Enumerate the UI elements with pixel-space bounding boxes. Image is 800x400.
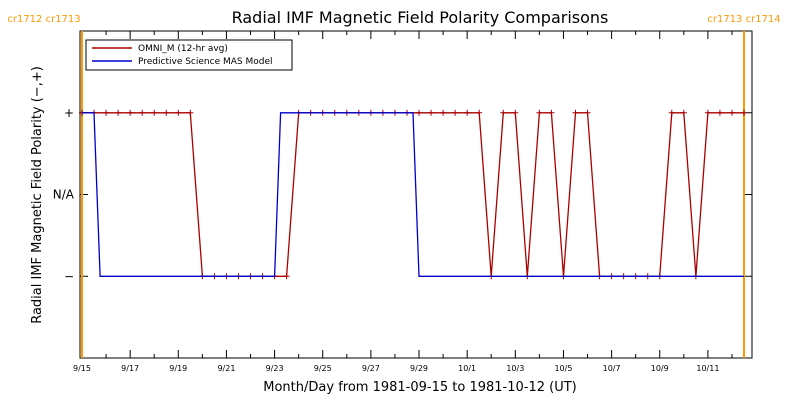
- data-point: [680, 109, 687, 116]
- chart-title: Radial IMF Magnetic Field Polarity Compa…: [232, 8, 609, 27]
- x-axis-label: Month/Day from 1981-09-15 to 1981-10-12 …: [263, 380, 576, 395]
- x-tick-label: 9/21: [217, 364, 235, 373]
- x-axis-tick-labels: 9/15 9/17 9/19 9/21 9/23 9/25 9/27 9/29 10/1 10/3…: [73, 364, 719, 373]
- x-tick-marks: [81, 31, 733, 358]
- data-point: [741, 109, 747, 116]
- data-point: [536, 109, 543, 116]
- data-point: [572, 109, 579, 116]
- x-tick-label: 9/29: [410, 364, 428, 373]
- data-point: [464, 109, 471, 116]
- x-tick-label: 9/17: [121, 364, 139, 373]
- x-tick-label: 9/23: [266, 364, 284, 373]
- legend: OMNI_M (12-hr avg) Predictive Science MA…: [85, 39, 293, 71]
- data-point: [283, 273, 290, 280]
- y-tick-label: +: [64, 106, 74, 120]
- data-point: [127, 109, 134, 116]
- data-point: [500, 109, 507, 116]
- legend-label-omni: OMNI_M (12-hr avg): [138, 44, 228, 54]
- data-point: [416, 109, 423, 116]
- data-point: [716, 109, 723, 116]
- y-axis-ticks: + N/A −: [53, 106, 752, 283]
- x-tick-label: 10/7: [603, 364, 621, 373]
- x-tick-label: 10/5: [554, 364, 572, 373]
- data-point: [163, 109, 170, 116]
- data-point: [452, 109, 459, 116]
- data-point: [476, 109, 483, 116]
- y-tick-label: −: [64, 269, 74, 283]
- data-point: [115, 109, 122, 116]
- data-point: [428, 109, 435, 116]
- x-tick-label: 10/11: [696, 364, 719, 373]
- rotation-label-right: cr1713 cr1714: [707, 14, 780, 25]
- data-point: [151, 109, 158, 116]
- rotation-label-left: cr1712 cr1713: [7, 14, 80, 25]
- series-line-0: [82, 112, 744, 277]
- legend-label-mas: Predictive Science MAS Model: [138, 57, 273, 67]
- x-tick-label: 10/3: [506, 364, 524, 373]
- legend-box: [85, 39, 293, 71]
- series-line-1: [82, 112, 744, 277]
- data-point: [548, 109, 555, 116]
- data-point: [103, 109, 110, 116]
- data-point: [187, 109, 194, 116]
- x-tick-label: 10/9: [651, 364, 669, 373]
- data-point: [728, 109, 735, 116]
- data-point: [512, 109, 519, 116]
- series-layer: [79, 109, 747, 280]
- y-tick-label: N/A: [53, 188, 75, 202]
- x-tick-label: 9/25: [314, 364, 332, 373]
- data-point: [175, 109, 182, 116]
- data-point: [584, 109, 591, 116]
- x-tick-label: 9/27: [362, 364, 380, 373]
- x-tick-label: 9/15: [73, 364, 91, 373]
- x-tick-label: 10/1: [458, 364, 476, 373]
- x-tick-label: 9/19: [169, 364, 187, 373]
- y-axis-label: Radial IMF Magnetic Field Polarity (−,+): [30, 66, 45, 324]
- data-point: [704, 109, 711, 116]
- data-point: [440, 109, 447, 116]
- data-point: [139, 109, 146, 116]
- data-point: [668, 109, 675, 116]
